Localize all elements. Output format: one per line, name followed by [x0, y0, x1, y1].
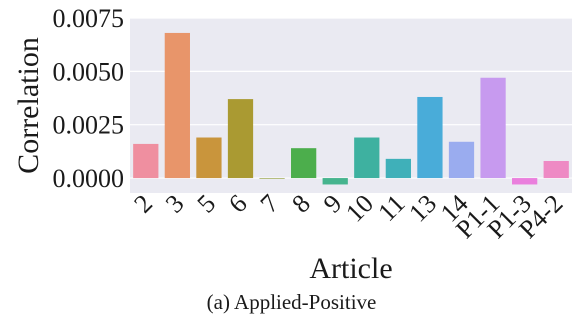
bar-8: [291, 148, 317, 179]
bar-6: [227, 99, 254, 179]
bar-3: [164, 32, 190, 179]
bar-5: [196, 137, 222, 179]
y-tick-label: 0.0025: [53, 111, 125, 140]
y-tick-labels: 0.0000 0.0025 0.0050 0.0075: [53, 4, 125, 193]
y-tick-label: 0.0050: [53, 57, 125, 86]
y-tick-label: 0.0000: [53, 164, 125, 193]
x-tick-label: 7: [255, 189, 285, 219]
bars: [133, 32, 569, 185]
figure-caption: (a) Applied-Positive: [206, 290, 377, 314]
bar-14: [448, 141, 475, 179]
bar-2: [133, 143, 159, 179]
x-axis-label: Article: [309, 252, 392, 285]
bar-13: [417, 96, 443, 179]
x-tick-label: 2: [128, 189, 158, 219]
bar-11: [385, 158, 411, 179]
bar-9: [322, 178, 348, 185]
x-tick-label: 8: [286, 189, 316, 219]
bar-10: [354, 137, 380, 179]
x-tick-label: 3: [160, 189, 190, 219]
x-tick-label: 5: [191, 189, 221, 219]
y-tick-label: 0.0075: [53, 4, 125, 33]
bar-P1-3: [512, 178, 538, 185]
x-tick-label: 6: [223, 189, 253, 219]
bar-7: [259, 178, 285, 179]
bar-P4-2: [543, 160, 569, 179]
bar-P1-1: [480, 77, 506, 179]
y-axis-label: Correlation: [12, 37, 45, 174]
